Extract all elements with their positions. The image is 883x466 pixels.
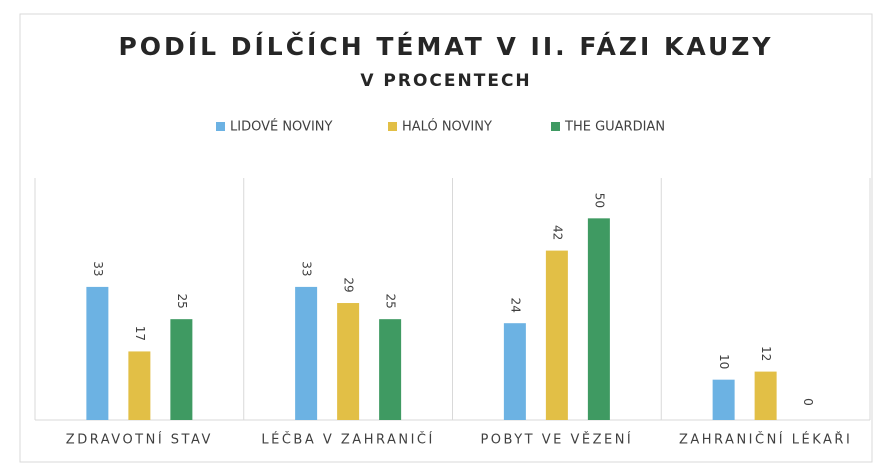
bar: [295, 286, 318, 420]
legend-label: THE GUARDIAN: [564, 120, 665, 135]
bar: [337, 303, 360, 420]
bar: [587, 218, 610, 420]
bar: [754, 371, 777, 420]
data-label: 33: [91, 261, 105, 276]
data-label: 25: [384, 294, 398, 309]
data-label: 12: [759, 346, 773, 361]
legend-swatch: [388, 122, 397, 131]
x-tick-label: ZDRAVOTNÍ STAV: [66, 432, 213, 448]
data-label: 0: [801, 398, 815, 406]
x-tick-label: POBYT VE VĚZENÍ: [480, 432, 633, 448]
legend-label: LIDOVÉ NOVINY: [230, 119, 333, 135]
bar: [712, 379, 735, 420]
data-label: 25: [175, 294, 189, 309]
bar: [379, 319, 402, 420]
x-tick-label: ZAHRANIČNÍ LÉKAŘI: [679, 432, 852, 448]
data-label: 50: [592, 193, 606, 208]
legend-label: HALÓ NOVINY: [402, 119, 492, 135]
data-label: 42: [550, 225, 564, 240]
chart-subtitle: V PROCENTECH: [360, 71, 531, 91]
bar: [503, 323, 526, 420]
chart-title: PODÍL DÍLČÍCH TÉMAT V II. FÁZI KAUZY: [118, 31, 773, 61]
data-label: 33: [300, 261, 314, 276]
bar: [86, 286, 109, 420]
legend-swatch: [216, 122, 225, 131]
bar: [545, 250, 568, 420]
data-label: 24: [508, 298, 522, 313]
data-label: 29: [342, 277, 356, 292]
bar: [170, 319, 193, 420]
bar: [128, 351, 151, 420]
legend-swatch: [551, 122, 560, 131]
x-tick-label: LÉČBA V ZAHRANIČÍ: [261, 432, 434, 448]
data-label: 10: [717, 354, 731, 369]
data-label: 17: [133, 326, 147, 341]
